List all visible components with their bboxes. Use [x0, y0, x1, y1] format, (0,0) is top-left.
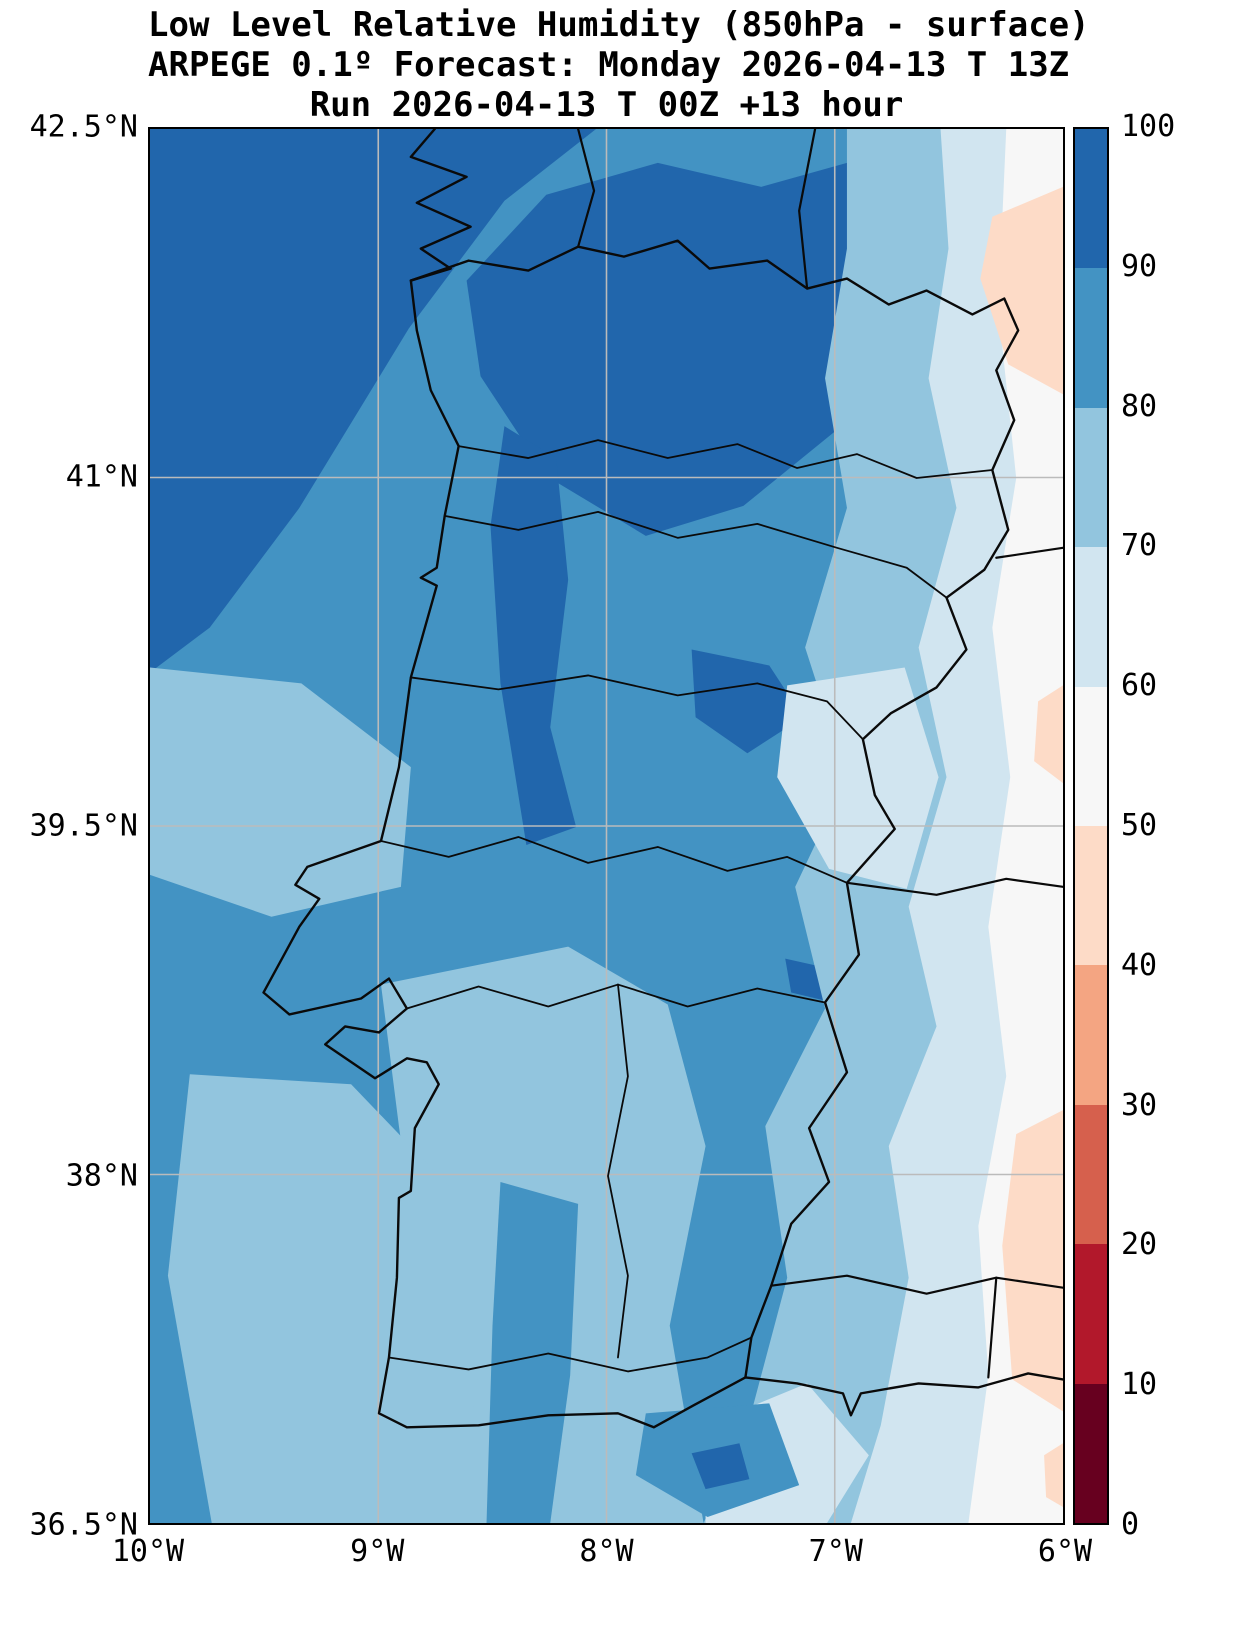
colorbar-tick-label: 90: [1121, 248, 1158, 284]
ytick-42-5N: 42.5°N: [29, 109, 138, 145]
coastline-and-borders: [262, 129, 1063, 1429]
colorbar-tick-label: 50: [1121, 808, 1158, 843]
colorbar-segment: [1075, 826, 1107, 966]
colorbar-segment: [1075, 547, 1107, 687]
colorbar-tick-label: 20: [1121, 1227, 1158, 1263]
ytick-36-5N: 36.5°N: [29, 1507, 138, 1543]
colorbar-tick-label: 70: [1121, 528, 1158, 564]
colorbar-tick-label: 60: [1121, 668, 1158, 704]
colorbar-tick-label: 80: [1121, 388, 1158, 424]
colorbar-segment: [1075, 965, 1107, 1105]
humidity-map: [150, 129, 1063, 1523]
figure-title: Low Level Relative Humidity (850hPa - su…: [148, 5, 1090, 125]
title-line-1: Low Level Relative Humidity (850hPa - su…: [148, 5, 1090, 45]
xtick-10W: 10°W: [111, 1534, 185, 1569]
colorbar-segment: [1075, 686, 1107, 827]
colorbar-segment: [1075, 129, 1107, 269]
map-panel: [148, 127, 1065, 1525]
colorbar-tick-label: 100: [1121, 109, 1176, 144]
colorbar-ticks: 100 90 80 70 60 50 40 30 20 10 0: [1121, 112, 1221, 1540]
colorbar: [1073, 127, 1109, 1525]
xtick-8W: 8°W: [579, 1534, 634, 1569]
colorbar-segment: [1075, 407, 1107, 548]
colorbar-tick-label: 30: [1121, 1087, 1158, 1123]
colorbar-segment: [1075, 268, 1107, 408]
title-line-3: Run 2026-04-13 T 00Z +13 hour: [309, 85, 904, 125]
ytick-38N: 38°N: [65, 1158, 138, 1193]
colorbar-segment: [1075, 1244, 1107, 1384]
colorbar-tick-label: 0: [1121, 1507, 1140, 1542]
colorbar-tick-label: 10: [1121, 1367, 1158, 1403]
title-line-2: ARPEGE 0.1º Forecast: Monday 2026-04-13 …: [148, 45, 1070, 85]
xtick-6W: 6°W: [1037, 1534, 1093, 1569]
lat-lon-gridlines: [150, 129, 1063, 1523]
colorbar-segment: [1075, 1104, 1107, 1245]
colorbar-segment: [1075, 1383, 1107, 1524]
ytick-41N: 41°N: [65, 459, 138, 494]
colorbar-tick-label: 40: [1121, 947, 1158, 983]
ytick-39-5N: 39.5°N: [29, 808, 138, 844]
xtick-7W: 7°W: [808, 1534, 863, 1569]
xtick-9W: 9°W: [350, 1534, 405, 1569]
